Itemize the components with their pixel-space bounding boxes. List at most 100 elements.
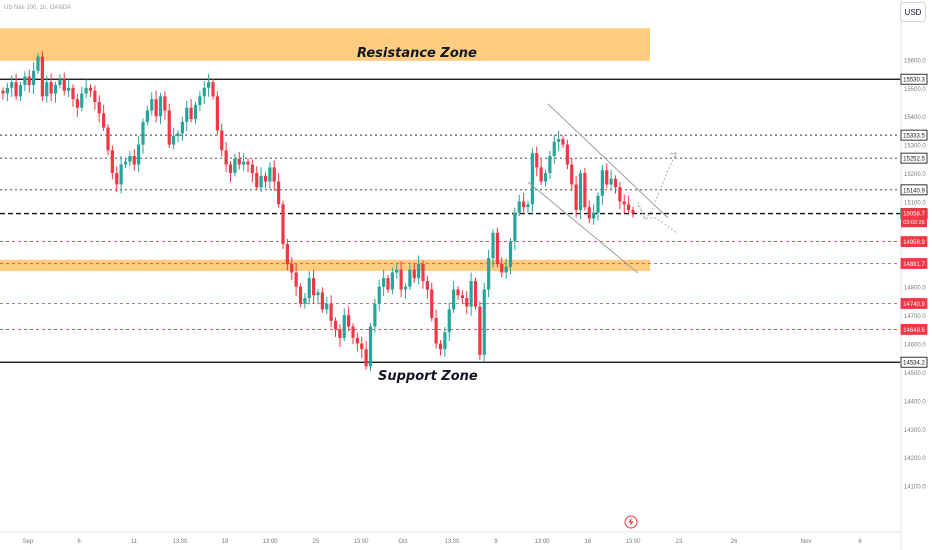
candle [193, 104, 198, 120]
time-tick-label: 25 [313, 539, 320, 545]
time-tick-label: Sep [23, 539, 34, 545]
candle [491, 232, 495, 259]
candle [386, 278, 390, 290]
price-tick-label: 15200.0 [904, 172, 926, 178]
candle [237, 158, 241, 165]
candle [557, 138, 561, 142]
price-label-box [900, 356, 928, 368]
candle [373, 303, 377, 327]
candle [399, 269, 403, 290]
candle [565, 144, 569, 165]
currency-button[interactable]: USD [900, 2, 926, 22]
candle [18, 84, 23, 97]
candle [596, 195, 600, 213]
candle [627, 204, 631, 210]
candle [482, 289, 486, 355]
candle [329, 303, 333, 321]
candle [316, 292, 320, 296]
time-tick-label: 13:00 [353, 539, 369, 545]
support-zone-label: Support Zone [378, 369, 478, 384]
candle [338, 329, 342, 338]
candle [456, 289, 460, 296]
candle [312, 278, 316, 296]
candle [364, 349, 368, 367]
time-tick-label: 6 [858, 539, 862, 545]
symbol-title: US Nas 100, 1h, OANDA [4, 5, 72, 11]
time-tick-label: 6 [77, 539, 81, 545]
candle [263, 175, 268, 182]
time-tick-label: Oct [398, 539, 408, 545]
candle [469, 281, 473, 307]
price-label-box [900, 298, 928, 309]
candle [53, 84, 58, 94]
candle [106, 127, 110, 151]
candle [145, 110, 149, 122]
candle [390, 272, 394, 290]
candle [272, 167, 276, 182]
candle [412, 269, 416, 279]
time-tick-label: 13:00 [625, 539, 641, 545]
candle [574, 184, 578, 210]
candle [443, 332, 447, 350]
candle [71, 87, 75, 100]
candle [202, 87, 206, 97]
candle [368, 326, 373, 367]
candle [613, 178, 618, 188]
candle [622, 201, 626, 205]
candle [307, 278, 311, 299]
candle [583, 173, 587, 208]
candle [158, 96, 163, 117]
candle [163, 96, 167, 111]
candle [303, 298, 307, 304]
candle [40, 56, 44, 97]
candle [447, 309, 451, 333]
candle [250, 164, 254, 174]
candle [587, 207, 591, 219]
price-tick-label: 15400.0 [904, 115, 926, 121]
candle [93, 90, 97, 103]
candle [172, 136, 176, 145]
candle [285, 244, 289, 264]
candle [176, 133, 180, 137]
candle [294, 272, 298, 287]
candle [150, 99, 154, 111]
arrow-head [669, 152, 677, 160]
zone-band [0, 28, 650, 61]
candle [67, 87, 71, 91]
time-tick-label: 11 [131, 539, 138, 545]
candle [298, 286, 303, 304]
candle [600, 170, 604, 196]
candle [1, 90, 5, 94]
candle [211, 82, 215, 97]
candle [115, 173, 119, 185]
candle [382, 278, 386, 287]
candle [403, 286, 408, 290]
candle [233, 158, 237, 174]
time-tick-label: 18 [222, 539, 229, 545]
candle [500, 263, 504, 273]
candle [189, 107, 193, 120]
candle [421, 263, 425, 282]
candle [473, 281, 478, 307]
candle [180, 121, 184, 134]
candle [417, 263, 421, 279]
candle [75, 99, 79, 108]
candle [522, 201, 526, 208]
candle [167, 110, 171, 145]
price-label: 15140.9 [903, 188, 925, 194]
projection-path [637, 204, 679, 235]
price-tick-label: 14500.0 [904, 371, 926, 377]
candle [570, 164, 574, 185]
candle [631, 209, 635, 213]
candle [10, 82, 14, 88]
price-tick-label: 15500.0 [904, 87, 926, 93]
time-tick-label: 26 [731, 539, 738, 545]
price-tick-label: 14400.0 [904, 399, 926, 405]
candle [504, 266, 508, 273]
candle [526, 204, 530, 208]
candle [578, 173, 583, 210]
candle [88, 87, 93, 91]
candle [539, 167, 543, 182]
price-tick-label: 14700.0 [904, 314, 926, 320]
